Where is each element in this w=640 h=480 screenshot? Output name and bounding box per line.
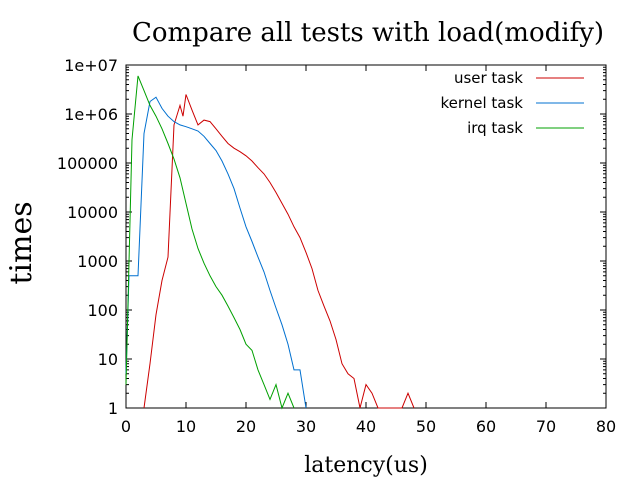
- y-axis-label: times: [4, 201, 39, 284]
- y-tick-label: 1: [108, 399, 118, 418]
- chart-title: Compare all tests with load(modify): [132, 18, 604, 48]
- y-tick-label: 10000: [67, 203, 118, 222]
- series-line-user-task: [143, 94, 415, 409]
- x-tick-label: 30: [296, 417, 316, 436]
- y-tick-label: 1e+07: [64, 56, 118, 75]
- x-axis-label: latency(us): [304, 453, 428, 478]
- series-line-irq-task: [125, 75, 295, 410]
- y-tick-label: 100000: [57, 154, 118, 173]
- x-tick-label: 70: [536, 417, 556, 436]
- legend-label-user-task: user task: [454, 69, 523, 87]
- x-tick-label: 20: [236, 417, 256, 436]
- x-tick-label: 60: [476, 417, 496, 436]
- x-tick-label: 80: [596, 417, 616, 436]
- legend: user task kernel task irq task: [440, 69, 584, 137]
- x-tick-label: 10: [176, 417, 196, 436]
- legend-label-irq-task: irq task: [467, 119, 523, 137]
- x-tick-label: 40: [356, 417, 376, 436]
- y-tick-label: 1e+06: [64, 105, 118, 124]
- axis-ticks: 0 10 20 30 40 50 60 70 80 1 10 100 1000 10000 100000 1e…: [57, 56, 616, 436]
- legend-label-kernel-task: kernel task: [440, 94, 523, 112]
- y-tick-label: 10: [98, 350, 118, 369]
- y-tick-label: 100: [87, 301, 118, 320]
- series-layer: [125, 75, 415, 410]
- series-line-kernel-task: [125, 96, 307, 409]
- x-tick-label: 50: [416, 417, 436, 436]
- y-tick-label: 1000: [77, 252, 118, 271]
- x-tick-label: 0: [121, 417, 131, 436]
- plot-frame: [125, 64, 607, 409]
